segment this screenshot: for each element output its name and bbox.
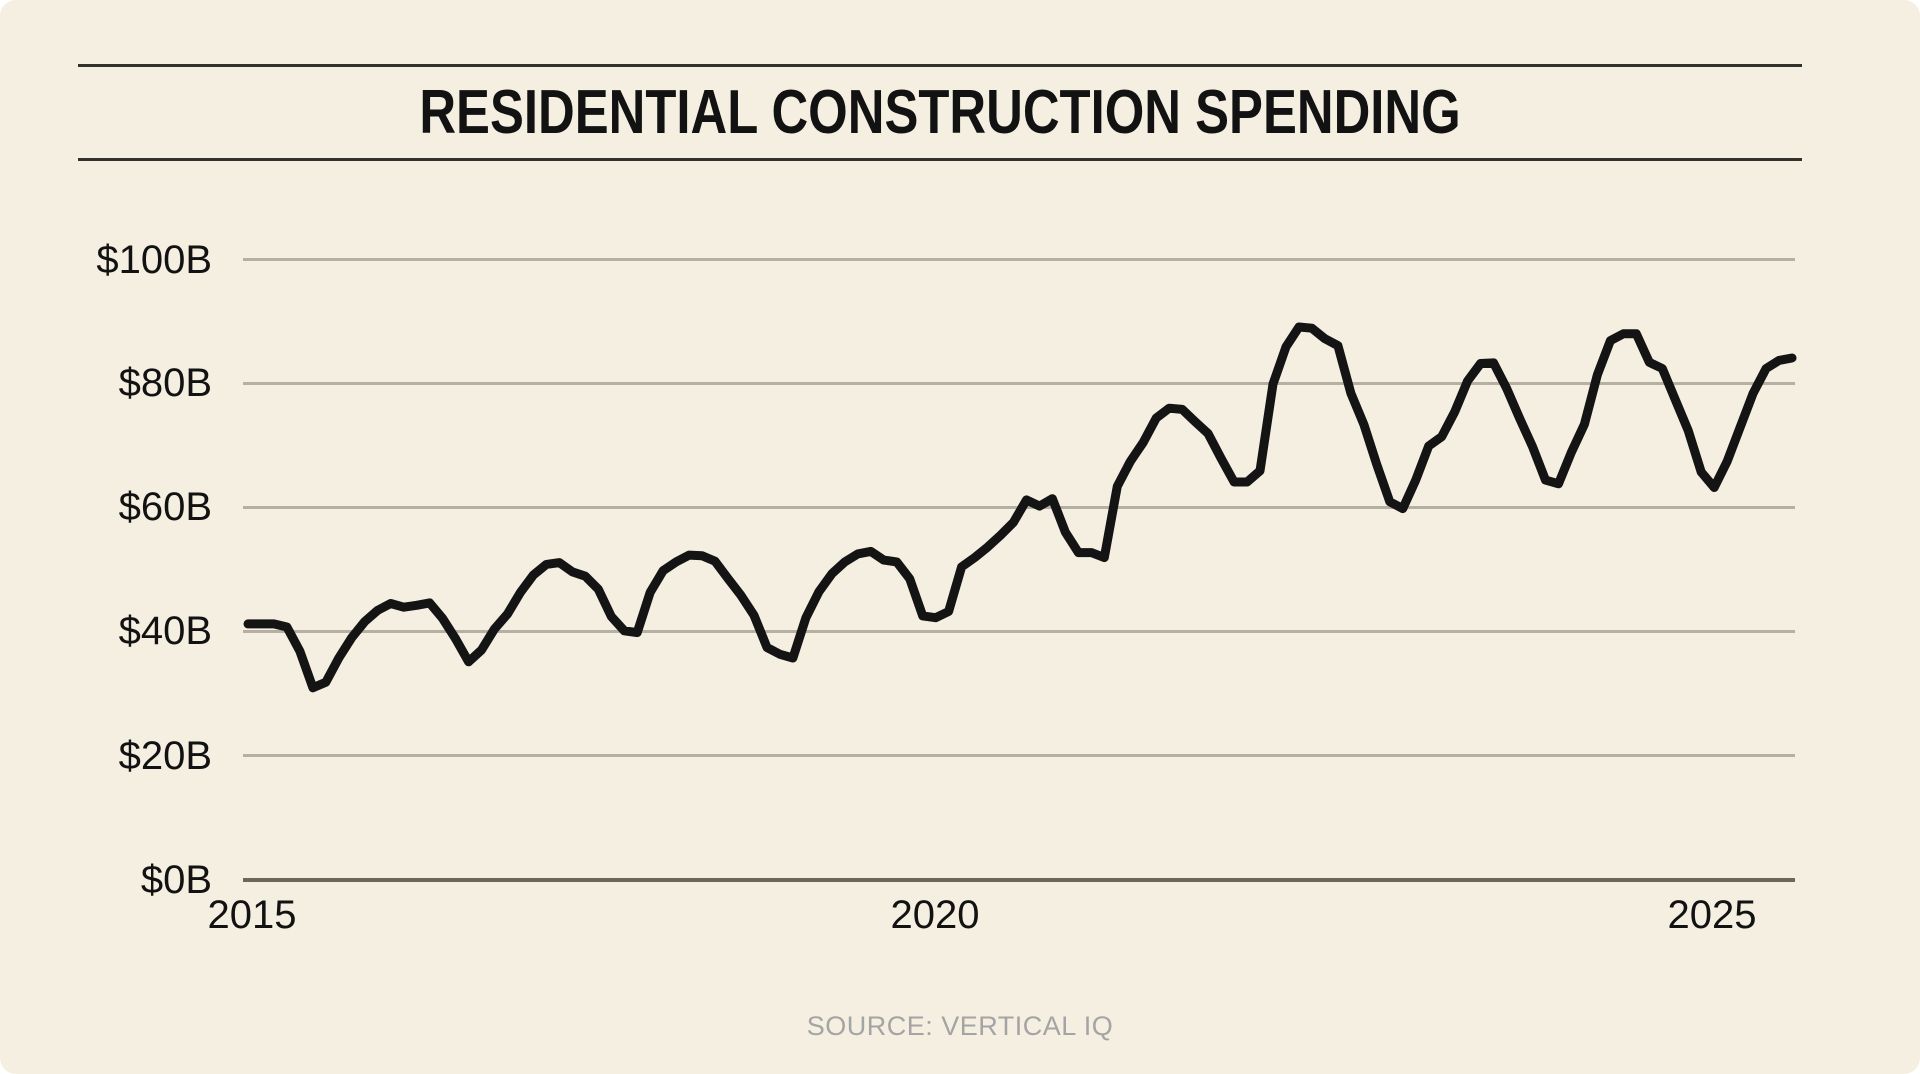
spending-line [243, 322, 1797, 693]
y-tick-label-40b: $40B [118, 609, 212, 653]
source-attribution: SOURCE: VERTICAL IQ [806, 1011, 1114, 1041]
gridline-20b [243, 754, 1795, 757]
gridline-80b [243, 382, 1795, 385]
x-tick-label-2020: 2020 [890, 893, 980, 937]
gridline-100b [243, 258, 1795, 261]
title-rule-bottom [78, 158, 1802, 161]
y-tick-label-60b: $60B [118, 485, 212, 529]
y-tick-label-0b: $0B [140, 858, 212, 902]
y-tick-label-100b: $100B [96, 238, 212, 282]
gridline-40b [243, 630, 1795, 633]
y-tick-label-80b: $80B [118, 361, 212, 405]
spending-line-svg [243, 322, 1797, 693]
y-tick-label-20b: $20B [118, 734, 212, 778]
page-title: RESIDENTIAL CONSTRUCTION SPENDING [419, 78, 1461, 147]
x-tick-label-2015: 2015 [207, 893, 297, 937]
x-axis-line [243, 878, 1795, 882]
x-tick-label-2025: 2025 [1667, 893, 1757, 937]
title-rule-top [78, 64, 1802, 67]
